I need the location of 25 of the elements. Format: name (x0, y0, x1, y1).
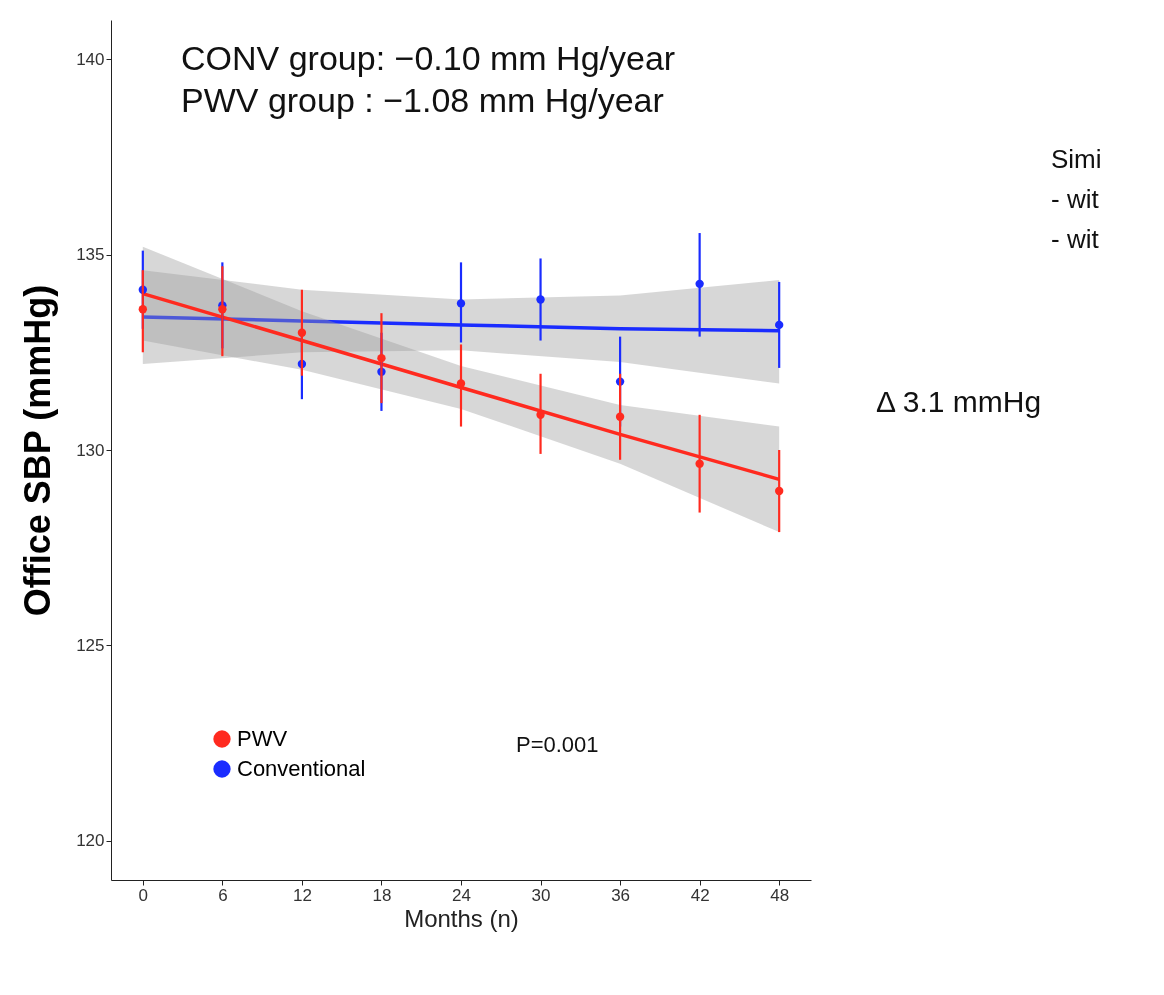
x-tick-label: 30 (531, 885, 551, 905)
x-tick-label: 6 (218, 885, 228, 905)
y-axis-title: Office SBP (mmHg) (17, 284, 59, 617)
x-tick-label: 48 (770, 885, 790, 905)
annotation: PWV group : −1.08 mm Hg/year (181, 81, 664, 119)
annotation: CONV group: −0.10 mm Hg/year (181, 39, 676, 77)
annotation: P=0.001 (516, 732, 599, 757)
x-tick-label: 42 (690, 885, 710, 905)
text: - wit (1051, 224, 1100, 254)
y-tick-label: 125 (76, 635, 105, 655)
x-tick-label: 12 (292, 885, 312, 905)
legend-label: PWV (237, 726, 288, 751)
x-tick-label: 0 (138, 885, 149, 905)
y-tick-label: 140 (76, 49, 105, 69)
text: - wit (1051, 184, 1100, 214)
x-tick-label: 24 (452, 885, 471, 905)
x-tick-label: 18 (372, 885, 392, 905)
legend-label: Conventional (237, 756, 366, 781)
text: Simi (1051, 144, 1102, 174)
y-tick-label: 120 (76, 831, 105, 851)
y-tick-label: 135 (76, 245, 105, 265)
x-axis-title: Months (n) (404, 904, 519, 932)
text: Δ 3.1 mmHg (876, 385, 1042, 418)
x-tick-label: 36 (611, 885, 631, 905)
y-tick-label: 130 (76, 440, 105, 460)
